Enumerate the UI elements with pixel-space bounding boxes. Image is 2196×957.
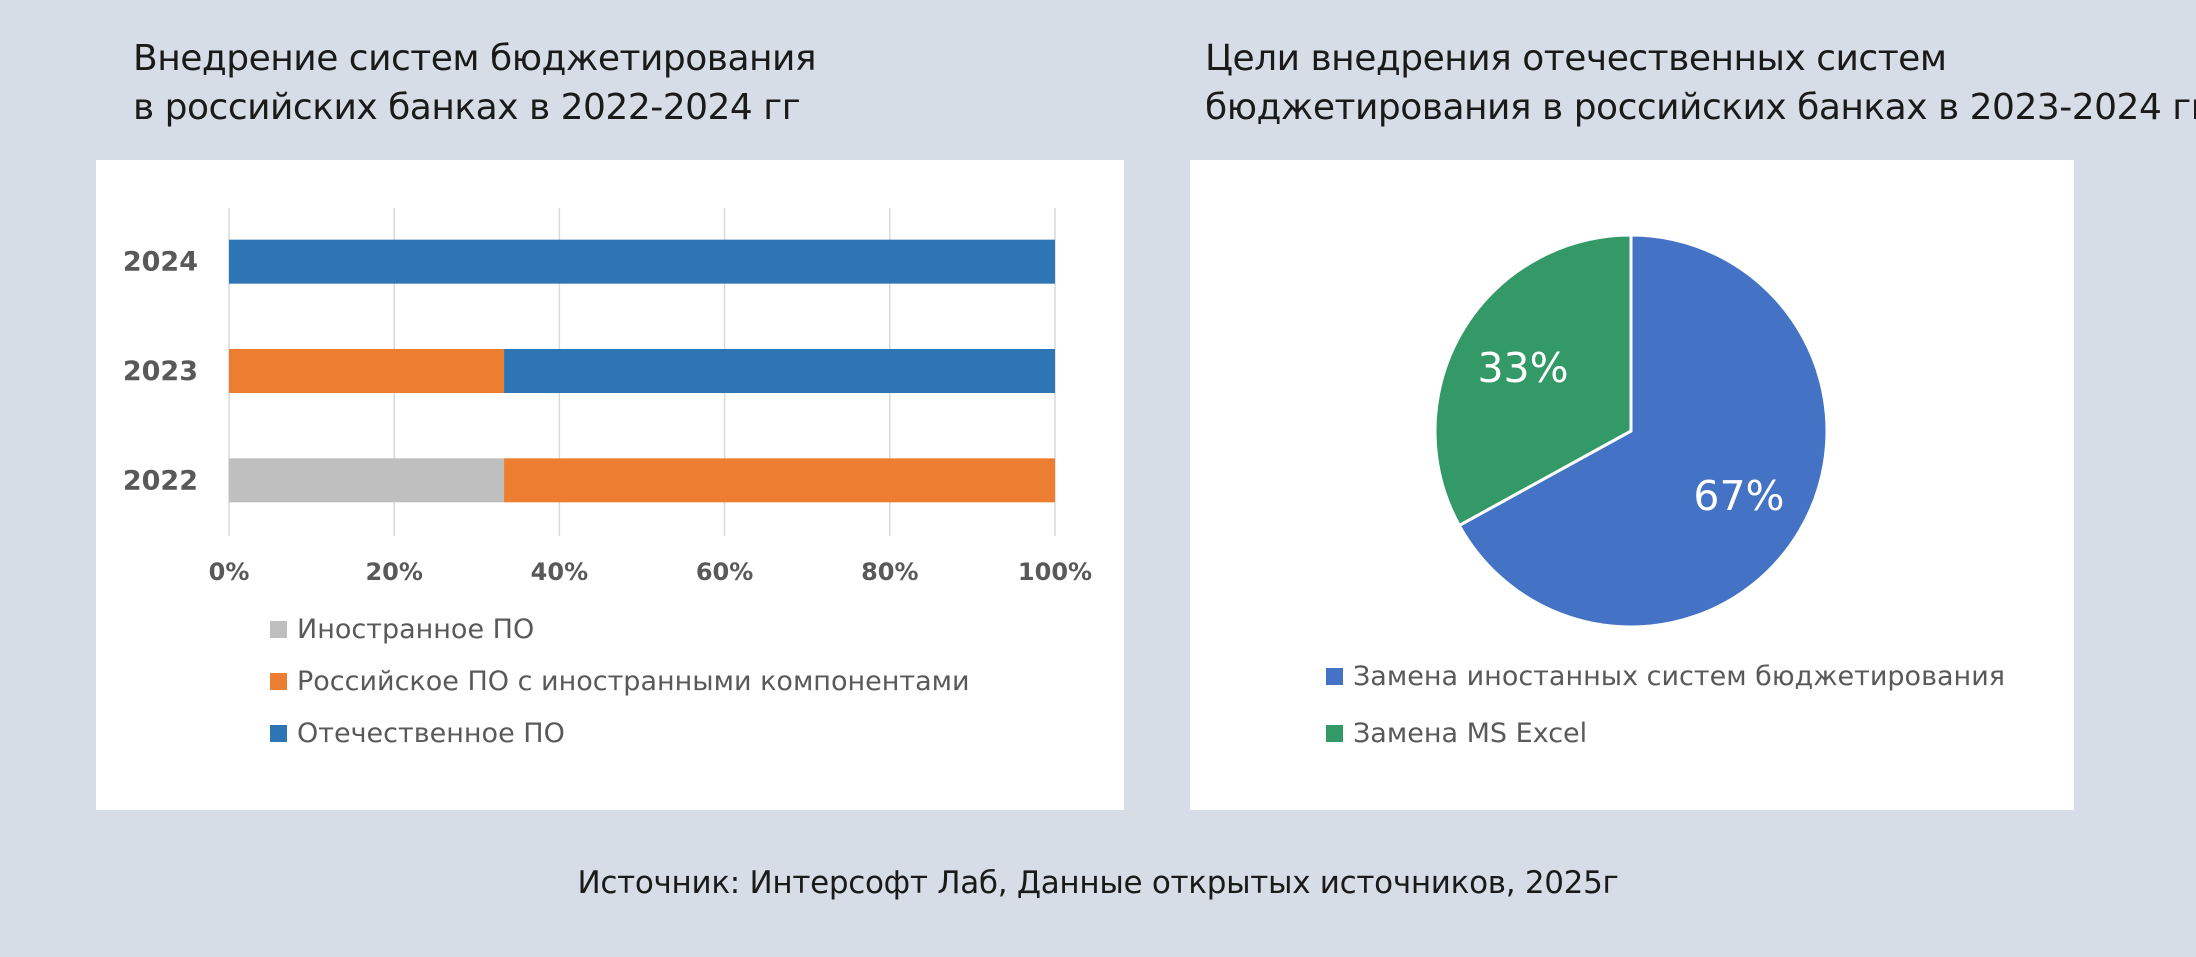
pie-chart-legend: Замена иностанных систем бюджетирования З… xyxy=(1326,648,2005,762)
pie-data-label: 33% xyxy=(1477,344,1568,392)
bar-chart: 0% 20% 40% 60% 80% 100% 2024 2023 2022 xyxy=(123,208,1092,586)
y-tick-label: 2022 xyxy=(123,465,198,496)
bar-chart-legend: Иностранное ПО Российское ПО с иностранны… xyxy=(270,603,970,759)
bar-legend-item: Иностранное ПО xyxy=(270,603,970,655)
legend-label: Иностранное ПО xyxy=(297,613,535,645)
legend-label: Замена иностанных систем бюджетирования xyxy=(1353,661,2005,692)
right-chart-title: Цели внедрения отечественных систем бюдж… xyxy=(1205,34,2196,132)
left-chart-title: Внедрение систем бюджетирования в россий… xyxy=(133,34,817,132)
x-tick-label: 0% xyxy=(209,558,250,586)
bar-segment xyxy=(229,239,1055,284)
legend-label: Замена MS Excel xyxy=(1353,718,1588,749)
legend-label: Отечественное ПО xyxy=(297,717,565,749)
legend-swatch xyxy=(1326,668,1343,685)
left-title-line-1: Внедрение систем бюджетирования xyxy=(133,38,817,79)
bar-legend-item: Отечественное ПО xyxy=(270,707,970,759)
bar-segment xyxy=(504,458,1056,503)
bar-segment xyxy=(229,349,505,393)
x-tick-label: 100% xyxy=(1018,558,1092,586)
right-title-line-2: бюджетирования в российских банках в 202… xyxy=(1205,87,2196,128)
pie-chart: 67% 33% xyxy=(1433,233,1829,629)
x-tick-label: 80% xyxy=(861,558,918,586)
legend-swatch xyxy=(270,620,287,638)
y-tick-label: 2023 xyxy=(123,356,198,387)
legend-swatch xyxy=(270,672,287,690)
left-title-line-2: в российских банках в 2022-2024 гг xyxy=(133,87,801,128)
bar-legend-item: Российское ПО с иностранными компонентам… xyxy=(270,655,970,707)
bar-segment xyxy=(229,458,505,503)
x-tick-label: 20% xyxy=(365,558,422,586)
pie-slice xyxy=(1457,233,1829,629)
pie-legend-item: Замена иностанных систем бюджетирования xyxy=(1326,648,2005,705)
source-caption: Источник: Интерсофт Лаб, Данные открытых… xyxy=(577,865,1619,901)
pie-slice xyxy=(1433,233,1633,528)
x-tick-label: 40% xyxy=(531,558,588,586)
pie-chart-panel: 67% 33% Замена иностанных систем бюджетир… xyxy=(1190,160,2074,810)
x-tick-label: 60% xyxy=(696,558,753,586)
bar-segment xyxy=(504,349,1056,393)
pie-data-label: 67% xyxy=(1693,472,1784,520)
legend-swatch xyxy=(1326,725,1343,742)
bar-chart-panel: 0% 20% 40% 60% 80% 100% 2024 2023 2022 Иностранн… xyxy=(96,160,1124,810)
right-title-line-1: Цели внедрения отечественных систем xyxy=(1205,38,1947,79)
y-tick-label: 2024 xyxy=(123,247,198,278)
pie-legend-item: Замена MS Excel xyxy=(1326,705,2005,762)
legend-label: Российское ПО с иностранными компонентам… xyxy=(297,665,970,697)
legend-swatch xyxy=(270,724,287,742)
